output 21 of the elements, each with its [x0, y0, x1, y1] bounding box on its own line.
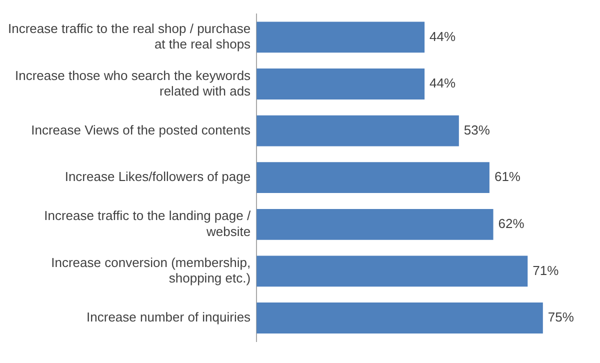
- data-label: 53%: [464, 122, 490, 138]
- y-tick-label: Increase number of inquiries: [86, 310, 252, 325]
- data-label: 75%: [548, 310, 574, 325]
- data-label: 61%: [494, 169, 521, 184]
- bar: [256, 256, 528, 287]
- y-tick-label: Increase Likes/followers of page: [64, 169, 251, 184]
- bar: [256, 302, 543, 334]
- y-tick-label: Increase traffic to the real shop / purchase at the real shops: [8, 20, 252, 52]
- y-tick-label: Increase traffic to the landing page / website: [44, 208, 251, 239]
- y-tick-label: Increase those who search the keywords related with ads: [14, 68, 252, 98]
- data-label: 62%: [498, 216, 525, 231]
- bar: [256, 162, 490, 194]
- data-label: 44%: [430, 28, 456, 44]
- bar: [256, 22, 425, 53]
- bar: [256, 208, 494, 240]
- bar: [256, 68, 425, 100]
- data-label: 71%: [532, 262, 560, 278]
- y-tick-label: Increase conversion (membership, shopping etc.): [51, 254, 251, 286]
- data-label: 44%: [430, 76, 456, 91]
- y-tick-label: Increase Views of the posted contents: [31, 122, 252, 138]
- bar: [256, 115, 459, 146]
